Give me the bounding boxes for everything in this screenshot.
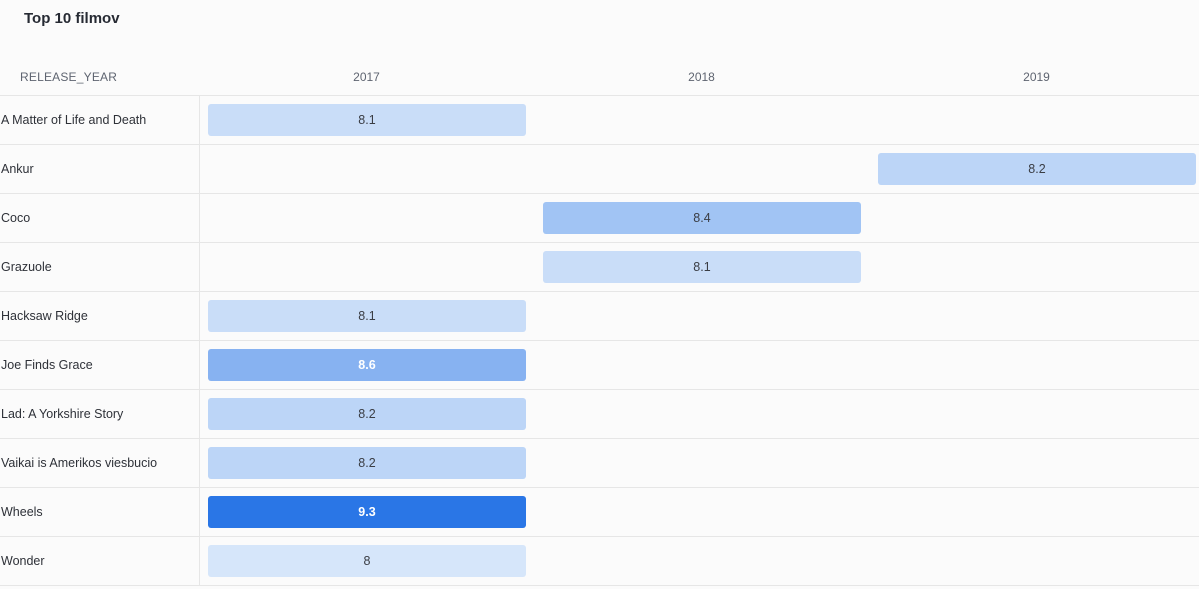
table-row: Vaikai is Amerikos viesbucio 8.2	[0, 439, 1199, 488]
table-row: Wonder 8	[0, 537, 1199, 586]
row-label: Vaikai is Amerikos viesbucio	[1, 456, 158, 470]
row-label: Wonder	[1, 554, 45, 568]
row-label-divider	[199, 96, 200, 586]
chart-title: Top 10 filmov	[24, 10, 120, 27]
row-label: Joe Finds Grace	[1, 358, 93, 372]
heatmap-cell[interactable]: 8.6	[208, 349, 526, 381]
heatmap-cell[interactable]: 8.2	[208, 398, 526, 430]
table-row: Coco 8.4	[0, 194, 1199, 243]
heatmap-cell[interactable]: 8	[208, 545, 526, 577]
release-year-label: RELEASE_YEAR	[20, 70, 118, 84]
row-label: A Matter of Life and Death	[1, 113, 147, 127]
table-row: Ankur 8.2	[0, 145, 1199, 194]
row-label: Lad: A Yorkshire Story	[1, 407, 124, 421]
heatmap-grid: A Matter of Life and Death 8.1 Ankur 8.2 Coc…	[0, 96, 1199, 586]
heatmap-cell[interactable]: 8.2	[208, 447, 526, 479]
heatmap-cell[interactable]: 8.2	[878, 153, 1196, 185]
column-header-2017: 2017	[353, 70, 380, 84]
row-label: Coco	[1, 211, 31, 225]
row-label: Wheels	[1, 505, 43, 519]
table-row: Lad: A Yorkshire Story 8.2	[0, 390, 1199, 439]
table-row: Joe Finds Grace 8.6	[0, 341, 1199, 390]
table-row: Hacksaw Ridge 8.1	[0, 292, 1199, 341]
row-label: Ankur	[1, 162, 34, 176]
row-label: Hacksaw Ridge	[1, 309, 88, 323]
column-header-2018: 2018	[688, 70, 715, 84]
table-row: Grazuole 8.1	[0, 243, 1199, 292]
heatmap-cell[interactable]: 8.1	[208, 300, 526, 332]
table-row: Wheels 9.3	[0, 488, 1199, 537]
row-label: Grazuole	[1, 260, 52, 274]
heatmap-cell[interactable]: 8.1	[543, 251, 861, 283]
heatmap-cell[interactable]: 8.4	[543, 202, 861, 234]
column-header-row: RELEASE_YEAR 2017 2018 2019	[0, 56, 1199, 96]
table-row: A Matter of Life and Death 8.1	[0, 96, 1199, 145]
heatmap-cell[interactable]: 9.3	[208, 496, 526, 528]
heatmap-cell[interactable]: 8.1	[208, 104, 526, 136]
column-header-2019: 2019	[1023, 70, 1050, 84]
